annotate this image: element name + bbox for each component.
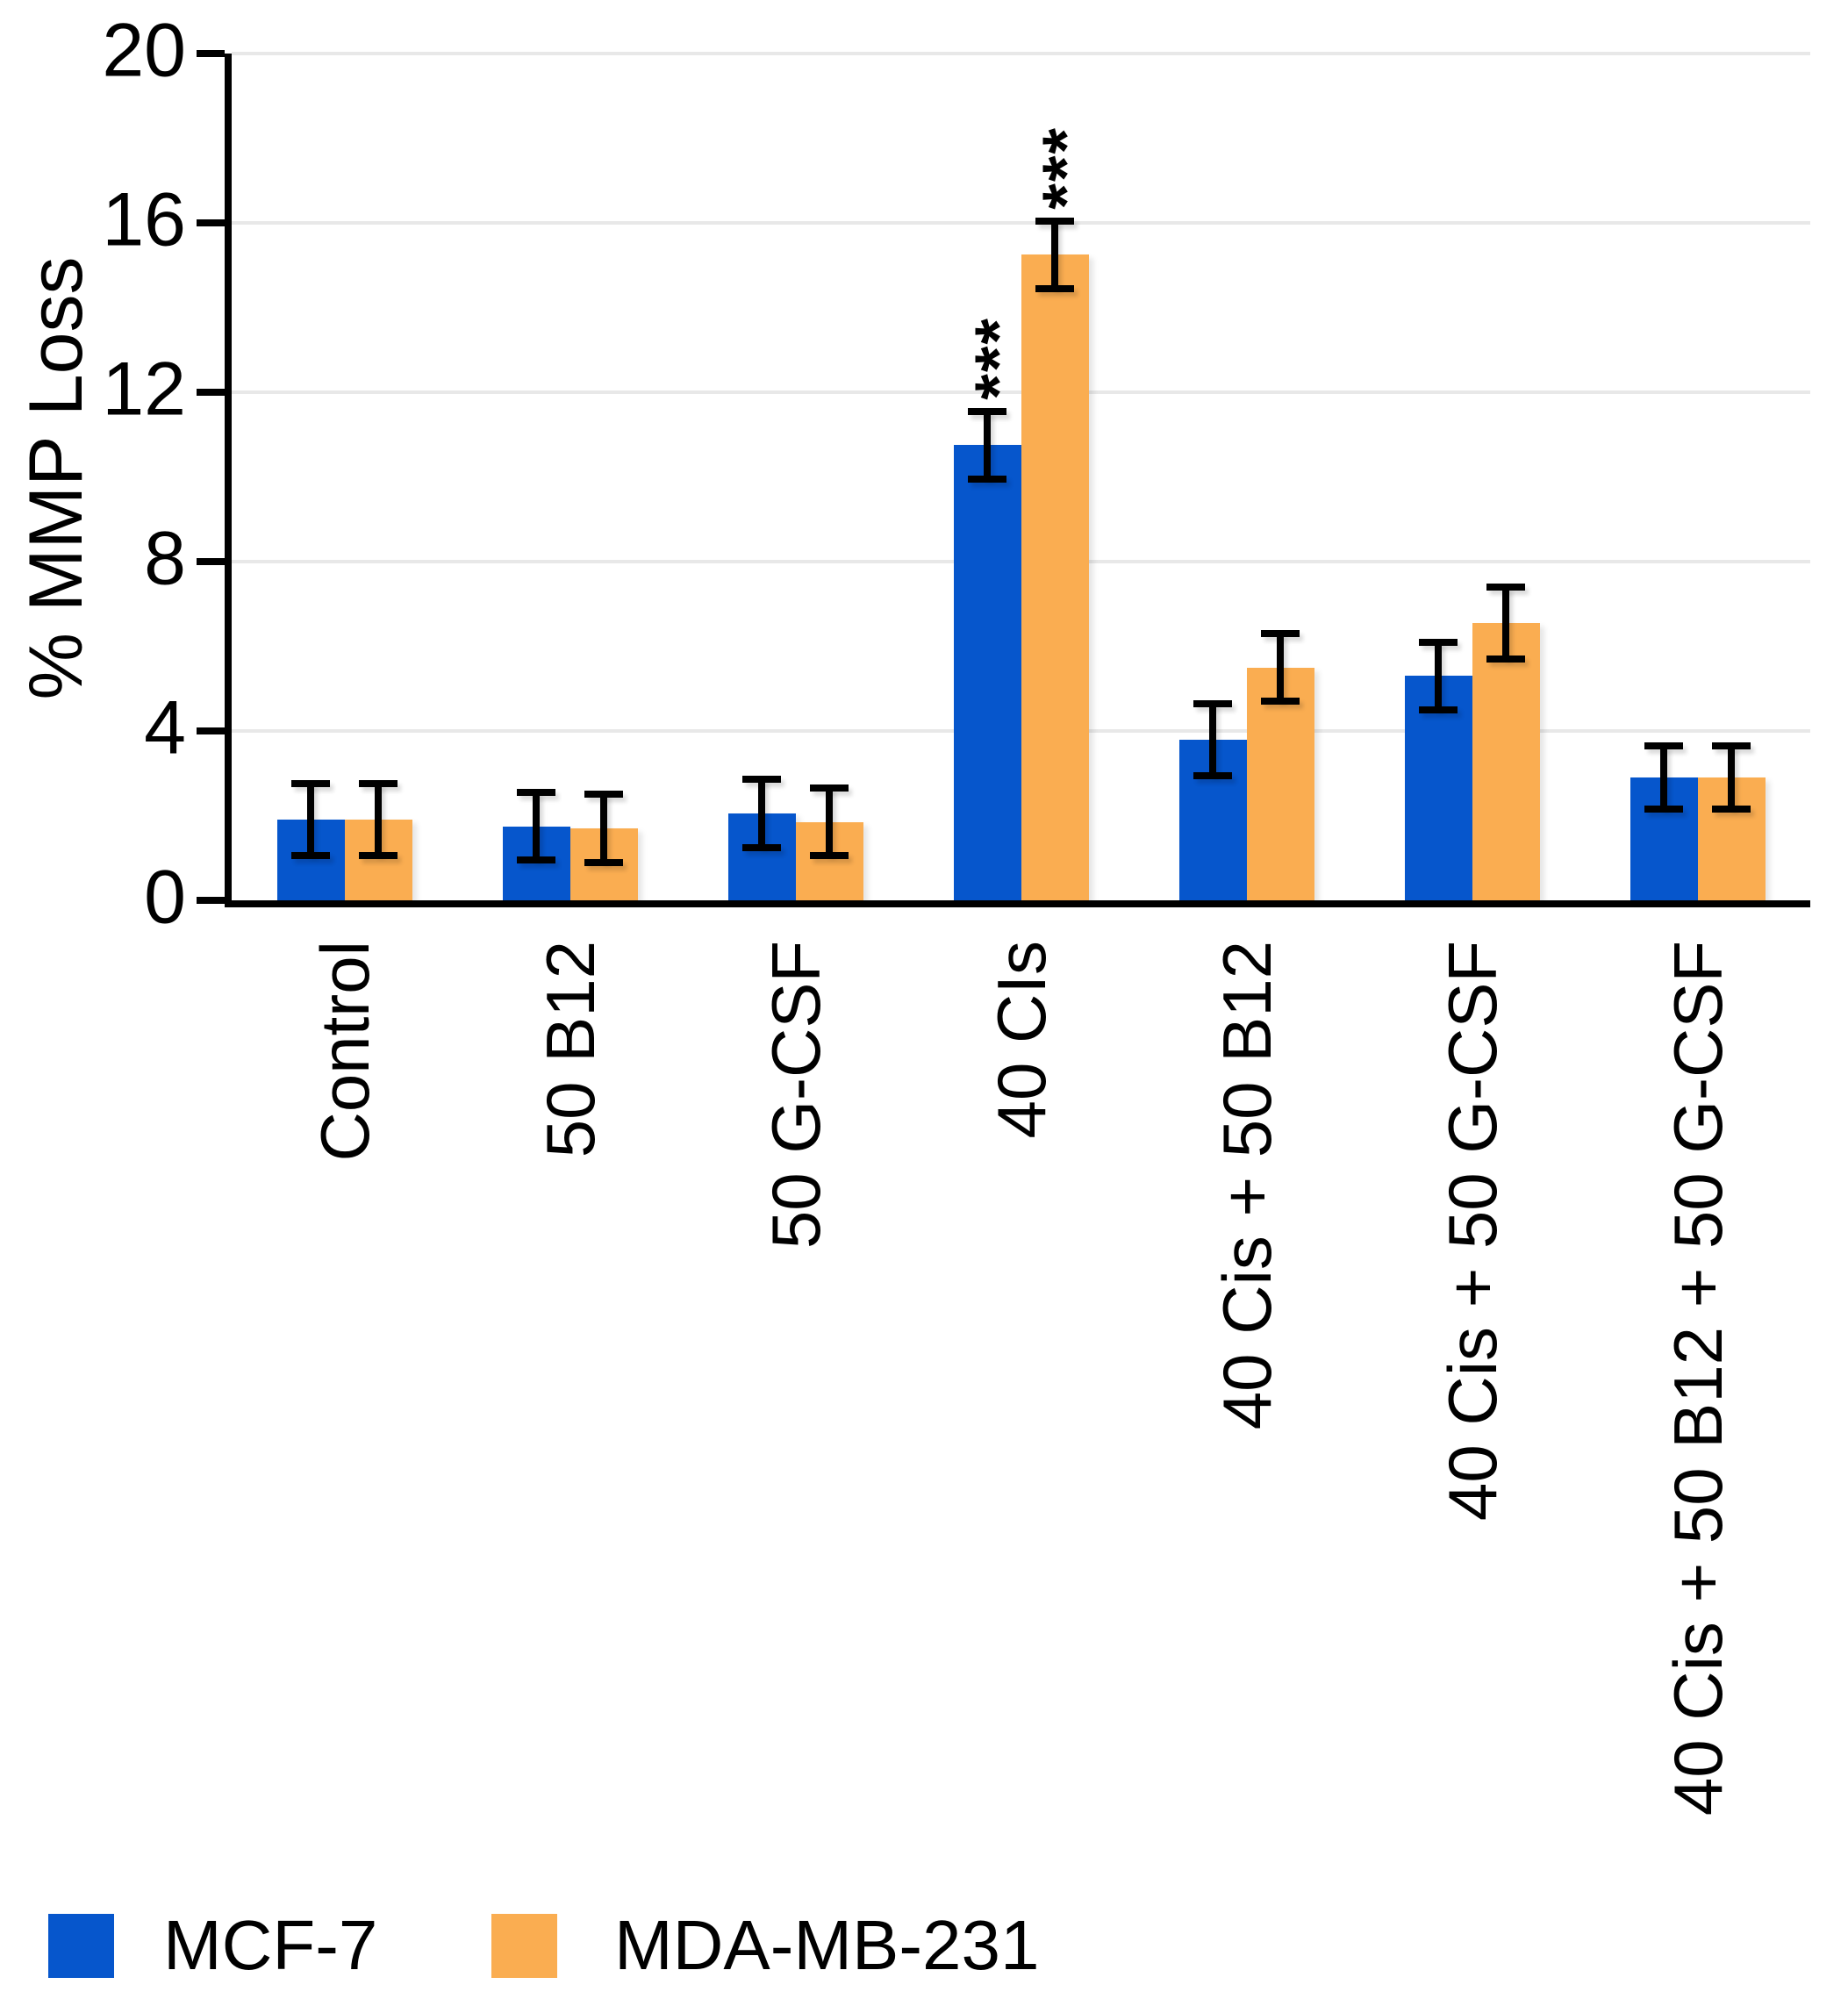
error-bar-cap-bottom xyxy=(968,475,1006,483)
y-tick-label-16: 16 xyxy=(102,177,186,262)
error-bar-stem xyxy=(1051,220,1058,289)
bar-mdamb231-4 xyxy=(1246,667,1314,900)
y-tick-label-20: 20 xyxy=(102,8,186,93)
error-bar-stem xyxy=(1660,745,1667,810)
error-bar-cap-top xyxy=(1486,583,1525,591)
error-bar-cap-top xyxy=(359,780,398,788)
bar-mdamb231-5 xyxy=(1472,622,1540,900)
y-tick-label-4: 4 xyxy=(144,685,186,770)
y-tick-16 xyxy=(197,219,225,226)
y-tick-12 xyxy=(197,389,225,396)
legend-label-mcf7: MCF-7 xyxy=(163,1906,378,1984)
y-axis-line xyxy=(225,54,232,907)
error-bar-cap-bottom xyxy=(1712,806,1751,813)
gridline-16 xyxy=(232,221,1810,225)
x-tick-label-2: 50 G-CSF xyxy=(756,941,834,1250)
x-tick-label-1: 50 B12 xyxy=(531,941,609,1158)
legend: MCF-7 MDA-MB-231 xyxy=(0,1910,1848,1981)
error-bar-cap-bottom xyxy=(1193,771,1232,779)
error-bar-stem xyxy=(1277,634,1284,702)
error-bar-stem xyxy=(984,411,991,479)
error-bar-cap-bottom xyxy=(584,858,623,866)
error-bar-cap-bottom xyxy=(359,852,398,860)
error-bar-stem xyxy=(533,792,540,861)
x-axis-line xyxy=(225,900,1810,907)
error-bar-cap-bottom xyxy=(1419,706,1458,713)
error-bar-cap-top xyxy=(517,788,555,796)
significance-stars: *** xyxy=(1029,125,1104,210)
error-bar-stem xyxy=(1728,745,1735,810)
error-bar-cap-bottom xyxy=(1486,655,1525,663)
error-bar-stem xyxy=(1502,586,1509,659)
error-bar-cap-top xyxy=(1261,630,1300,638)
error-bar-cap-bottom xyxy=(810,852,849,860)
y-tick-8 xyxy=(197,558,225,565)
error-bar-cap-top xyxy=(1035,217,1074,225)
y-tick-label-0: 0 xyxy=(144,855,186,940)
legend-swatch-mcf7 xyxy=(48,1914,114,1978)
y-tick-0 xyxy=(197,897,225,904)
error-bar-cap-top xyxy=(1193,699,1232,707)
y-tick-20 xyxy=(197,50,225,57)
error-bar-stem xyxy=(826,788,833,856)
error-bar-stem xyxy=(1209,703,1216,776)
error-bar-cap-bottom xyxy=(291,852,330,860)
bar-mcf7-5 xyxy=(1404,676,1472,900)
bar-mdamb231-3 xyxy=(1021,254,1089,900)
error-bar-cap-bottom xyxy=(1644,806,1683,813)
y-tick-label-8: 8 xyxy=(144,516,186,601)
error-bar-stem xyxy=(758,779,765,848)
y-axis-label: % MMP Loss xyxy=(14,256,98,700)
y-tick-4 xyxy=(197,727,225,734)
y-tick-label-12: 12 xyxy=(102,347,186,432)
x-tick-label-4: 40 Cis + 50 B12 xyxy=(1207,941,1286,1430)
error-bar-stem xyxy=(600,794,607,863)
error-bar-cap-bottom xyxy=(742,843,781,851)
error-bar-cap-bottom xyxy=(517,856,555,864)
error-bar-cap-top xyxy=(584,791,623,799)
x-tick-label-3: 40 CIs xyxy=(982,941,1060,1139)
error-bar-cap-top xyxy=(1644,742,1683,749)
error-bar-cap-top xyxy=(810,784,849,792)
error-bar-cap-bottom xyxy=(1035,284,1074,292)
x-tick-label-6: 40 Cis + 50 B12 + 50 G-CSF xyxy=(1658,941,1737,1816)
error-bar-cap-top xyxy=(742,776,781,784)
legend-label-mdamb231: MDA-MB-231 xyxy=(614,1906,1040,1984)
bar-mcf7-3 xyxy=(953,445,1021,900)
significance-stars: *** xyxy=(962,316,1036,400)
x-tick-label-0: Control xyxy=(305,941,383,1162)
x-tick-label-5: 40 Cis + 50 G-CSF xyxy=(1433,941,1511,1522)
error-bar-stem xyxy=(307,784,314,856)
legend-swatch-mdamb231 xyxy=(491,1914,557,1978)
error-bar-stem xyxy=(1435,641,1442,710)
error-bar-cap-top xyxy=(1712,742,1751,749)
error-bar-cap-top xyxy=(1419,638,1458,646)
error-bar-cap-top xyxy=(968,407,1006,415)
gridline-20 xyxy=(232,52,1810,55)
error-bar-cap-top xyxy=(291,780,330,788)
error-bar-cap-bottom xyxy=(1261,698,1300,706)
error-bar-stem xyxy=(375,784,382,856)
